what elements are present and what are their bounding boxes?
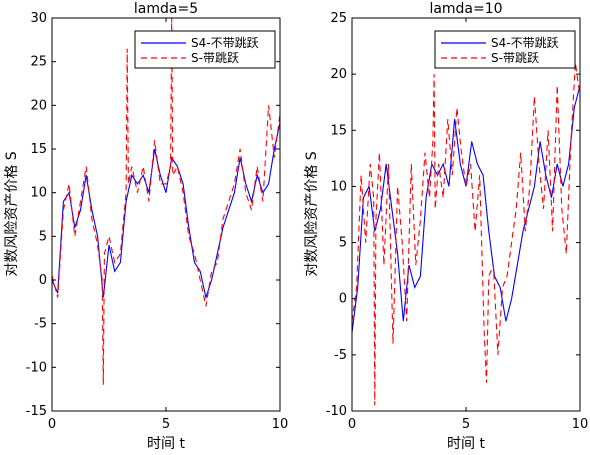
x-tick-label: 5 xyxy=(462,417,470,432)
chart-title: lamda=5 xyxy=(134,1,198,17)
axis-ticks: 0 5 10 -10 -5 0 5 10 15 20 25 xyxy=(326,11,589,432)
chart-panel-lamda-5: 0 5 10 -15 -10 -5 0 5 10 15 20 25 30 lamda=5 时间 t 对数… xyxy=(4,1,288,452)
legend: S4-不带跳跃 S-带跳跃 xyxy=(134,30,276,69)
x-tick-label: 5 xyxy=(162,417,170,432)
x-axis-label: 时间 t xyxy=(147,436,185,452)
series-group xyxy=(51,17,281,385)
legend: S4-不带跳跃 S-带跳跃 xyxy=(434,30,576,69)
y-tick-label: 20 xyxy=(30,98,47,113)
y-tick-label: 10 xyxy=(30,186,47,201)
legend-label-series-1: S4-不带跳跃 xyxy=(191,36,259,50)
x-tick-label: 0 xyxy=(48,417,56,432)
legend-label-series-1: S4-不带跳跃 xyxy=(491,36,559,50)
y-tick-label: 30 xyxy=(30,11,47,26)
plot-frame xyxy=(51,17,281,412)
y-tick-label: 15 xyxy=(30,142,47,157)
y-axis-label: 对数风险资产价格 S xyxy=(304,151,320,276)
series-group xyxy=(351,62,581,406)
y-tick-label: 25 xyxy=(30,55,47,70)
series-line-2 xyxy=(51,17,281,385)
series-line-1 xyxy=(51,122,281,300)
chart-panel-lamda-10: 0 5 10 -10 -5 0 5 10 15 20 25 lamda=10 时间 t 对数风险资产… xyxy=(304,1,588,452)
x-tick-label: 10 xyxy=(572,417,589,432)
y-tick-label: 5 xyxy=(39,229,47,244)
y-axis-label: 对数风险资产价格 S xyxy=(4,151,20,276)
y-tick-label: 0 xyxy=(339,292,347,307)
legend-box xyxy=(134,30,276,69)
x-tick-label: 0 xyxy=(348,417,356,432)
y-tick-label: 15 xyxy=(330,123,347,138)
legend-label-series-2: S-带跳跃 xyxy=(491,51,539,65)
legend-box xyxy=(434,30,576,69)
series-line-2 xyxy=(351,62,581,406)
y-tick-label: -10 xyxy=(26,360,47,375)
y-tick-label: 20 xyxy=(330,67,347,82)
y-tick-label: 10 xyxy=(330,179,347,194)
chart-title: lamda=10 xyxy=(429,1,502,17)
y-tick-label: -15 xyxy=(26,404,47,419)
axis-ticks: 0 5 10 -15 -10 -5 0 5 10 15 20 25 30 xyxy=(26,11,289,432)
y-tick-label: -5 xyxy=(334,348,347,363)
y-tick-label: -10 xyxy=(326,404,347,419)
y-tick-label: 25 xyxy=(330,11,347,26)
x-tick-label: 10 xyxy=(272,417,289,432)
legend-label-series-2: S-带跳跃 xyxy=(191,51,239,65)
series-line-1 xyxy=(351,85,581,333)
y-tick-label: 5 xyxy=(339,236,347,251)
y-tick-label: -5 xyxy=(34,317,47,332)
y-tick-label: 0 xyxy=(39,273,47,288)
x-axis-label: 时间 t xyxy=(447,436,485,452)
